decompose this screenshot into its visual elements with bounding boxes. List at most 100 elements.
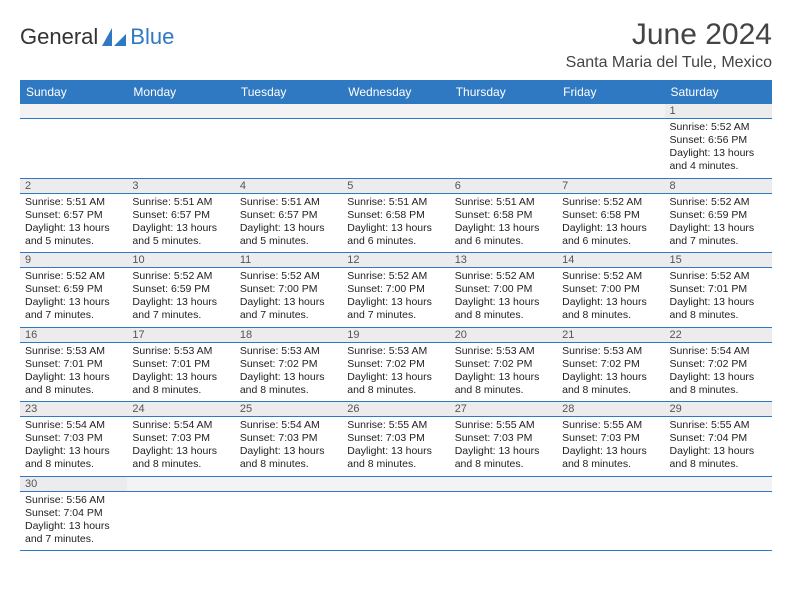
- dow-friday: Friday: [557, 80, 664, 104]
- daylight-text-1: Daylight: 13 hours: [347, 371, 444, 384]
- daylight-text-1: Daylight: 13 hours: [347, 445, 444, 458]
- sunrise-text: Sunrise: 5:52 AM: [240, 270, 337, 283]
- daylight-text-1: Daylight: 13 hours: [132, 445, 229, 458]
- day-data-cell: Sunrise: 5:52 AMSunset: 6:58 PMDaylight:…: [557, 193, 664, 253]
- daylight-text-1: Daylight: 13 hours: [455, 296, 552, 309]
- month-title: June 2024: [566, 18, 772, 52]
- day-data-cell: [557, 119, 664, 179]
- daylight-text-1: Daylight: 13 hours: [347, 222, 444, 235]
- daylight-text-2: and 7 minutes.: [25, 533, 122, 546]
- daylight-text-1: Daylight: 13 hours: [25, 222, 122, 235]
- week-data-row: Sunrise: 5:52 AMSunset: 6:59 PMDaylight:…: [20, 268, 772, 328]
- sunrise-text: Sunrise: 5:53 AM: [132, 345, 229, 358]
- day-data-cell: Sunrise: 5:54 AMSunset: 7:03 PMDaylight:…: [235, 417, 342, 477]
- day-number-cell: 3: [127, 178, 234, 193]
- sunset-text: Sunset: 7:03 PM: [347, 432, 444, 445]
- daylight-text-1: Daylight: 13 hours: [240, 296, 337, 309]
- sunset-text: Sunset: 6:57 PM: [25, 209, 122, 222]
- sunrise-text: Sunrise: 5:51 AM: [347, 196, 444, 209]
- sunset-text: Sunset: 6:57 PM: [132, 209, 229, 222]
- day-number: 25: [240, 403, 252, 415]
- logo-text-blue: Blue: [130, 24, 174, 50]
- sunset-text: Sunset: 7:02 PM: [670, 358, 767, 371]
- day-data-cell: Sunrise: 5:56 AMSunset: 7:04 PMDaylight:…: [20, 491, 127, 551]
- week-data-row: Sunrise: 5:53 AMSunset: 7:01 PMDaylight:…: [20, 342, 772, 402]
- day-number-cell: [235, 476, 342, 491]
- sunrise-text: Sunrise: 5:52 AM: [562, 196, 659, 209]
- day-number: 21: [562, 329, 574, 341]
- day-data-cell: Sunrise: 5:55 AMSunset: 7:03 PMDaylight:…: [450, 417, 557, 477]
- day-number: 11: [240, 254, 251, 266]
- sunrise-text: Sunrise: 5:53 AM: [240, 345, 337, 358]
- daylight-text-1: Daylight: 13 hours: [240, 222, 337, 235]
- sunset-text: Sunset: 7:00 PM: [240, 283, 337, 296]
- daylight-text-1: Daylight: 13 hours: [562, 222, 659, 235]
- daylight-text-2: and 8 minutes.: [562, 458, 659, 471]
- sunrise-text: Sunrise: 5:54 AM: [670, 345, 767, 358]
- daylight-text-1: Daylight: 13 hours: [455, 371, 552, 384]
- daylight-text-1: Daylight: 13 hours: [25, 371, 122, 384]
- day-number: 16: [25, 329, 37, 341]
- calendar-table: Sunday Monday Tuesday Wednesday Thursday…: [20, 80, 772, 551]
- day-data-cell: Sunrise: 5:53 AMSunset: 7:02 PMDaylight:…: [342, 342, 449, 402]
- header: General Blue June 2024 Santa Maria del T…: [20, 18, 772, 72]
- sunset-text: Sunset: 7:04 PM: [25, 507, 122, 520]
- daylight-text-2: and 8 minutes.: [455, 384, 552, 397]
- day-number: 9: [25, 254, 31, 266]
- daylight-text-1: Daylight: 13 hours: [240, 371, 337, 384]
- day-number-cell: 12: [342, 253, 449, 268]
- week-num-row: 30: [20, 476, 772, 491]
- day-data-cell: Sunrise: 5:52 AMSunset: 7:00 PMDaylight:…: [557, 268, 664, 328]
- daylight-text-2: and 8 minutes.: [670, 458, 767, 471]
- daylight-text-1: Daylight: 13 hours: [455, 445, 552, 458]
- sunset-text: Sunset: 6:58 PM: [562, 209, 659, 222]
- day-number-cell: 10: [127, 253, 234, 268]
- day-number: 13: [455, 254, 467, 266]
- week-data-row: Sunrise: 5:52 AMSunset: 6:56 PMDaylight:…: [20, 119, 772, 179]
- day-number: 2: [25, 180, 31, 192]
- day-number-cell: [127, 476, 234, 491]
- sunrise-text: Sunrise: 5:54 AM: [25, 419, 122, 432]
- day-number-cell: 23: [20, 402, 127, 417]
- day-number-cell: 22: [665, 327, 772, 342]
- daylight-text-2: and 8 minutes.: [347, 384, 444, 397]
- day-number-cell: 29: [665, 402, 772, 417]
- daylight-text-2: and 7 minutes.: [132, 309, 229, 322]
- day-number-cell: 24: [127, 402, 234, 417]
- day-number: 14: [562, 254, 574, 266]
- dow-sunday: Sunday: [20, 80, 127, 104]
- sunset-text: Sunset: 7:01 PM: [670, 283, 767, 296]
- daylight-text-2: and 5 minutes.: [132, 235, 229, 248]
- daylight-text-1: Daylight: 13 hours: [670, 222, 767, 235]
- sunset-text: Sunset: 7:02 PM: [347, 358, 444, 371]
- day-number-cell: 20: [450, 327, 557, 342]
- daylight-text-1: Daylight: 13 hours: [240, 445, 337, 458]
- daylight-text-2: and 7 minutes.: [240, 309, 337, 322]
- day-data-cell: [665, 491, 772, 551]
- sunset-text: Sunset: 7:03 PM: [240, 432, 337, 445]
- dow-tuesday: Tuesday: [235, 80, 342, 104]
- day-data-cell: [450, 491, 557, 551]
- day-data-cell: Sunrise: 5:52 AMSunset: 6:59 PMDaylight:…: [665, 193, 772, 253]
- daylight-text-1: Daylight: 13 hours: [455, 222, 552, 235]
- sunrise-text: Sunrise: 5:52 AM: [455, 270, 552, 283]
- day-number-cell: 18: [235, 327, 342, 342]
- daylight-text-1: Daylight: 13 hours: [670, 445, 767, 458]
- sunset-text: Sunset: 6:58 PM: [347, 209, 444, 222]
- day-number-cell: [665, 476, 772, 491]
- sunrise-text: Sunrise: 5:54 AM: [240, 419, 337, 432]
- day-number-cell: 8: [665, 178, 772, 193]
- day-data-cell: [235, 491, 342, 551]
- sunset-text: Sunset: 6:56 PM: [670, 134, 767, 147]
- day-number: 22: [670, 329, 682, 341]
- day-data-cell: Sunrise: 5:55 AMSunset: 7:03 PMDaylight:…: [557, 417, 664, 477]
- dow-row: Sunday Monday Tuesday Wednesday Thursday…: [20, 80, 772, 104]
- day-data-cell: Sunrise: 5:52 AMSunset: 7:00 PMDaylight:…: [342, 268, 449, 328]
- daylight-text-2: and 8 minutes.: [240, 384, 337, 397]
- day-number-cell: 30: [20, 476, 127, 491]
- day-number-cell: 5: [342, 178, 449, 193]
- sunset-text: Sunset: 7:01 PM: [25, 358, 122, 371]
- daylight-text-1: Daylight: 13 hours: [132, 371, 229, 384]
- sunset-text: Sunset: 7:00 PM: [347, 283, 444, 296]
- day-number-cell: 2: [20, 178, 127, 193]
